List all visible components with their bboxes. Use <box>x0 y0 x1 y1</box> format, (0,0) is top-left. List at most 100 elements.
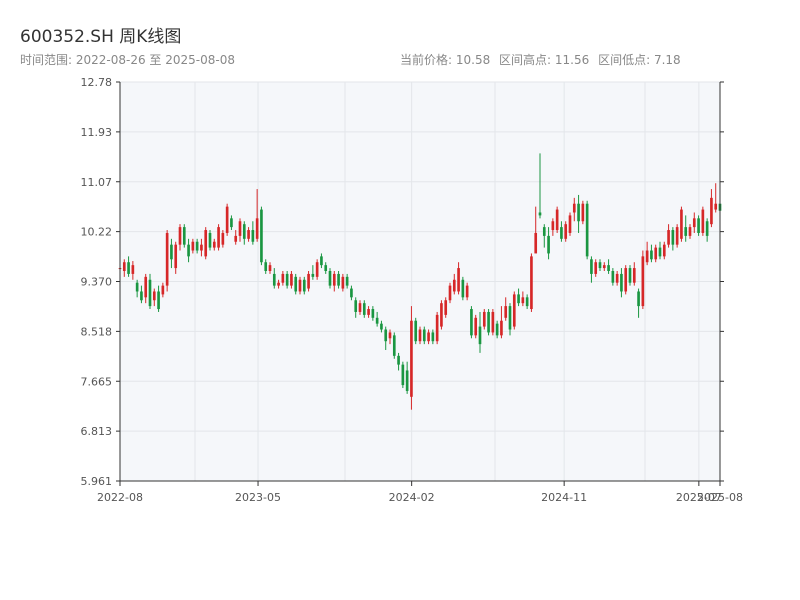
candle-body <box>135 282 139 292</box>
candle <box>680 206 683 242</box>
candle <box>191 238 195 254</box>
candle <box>375 311 379 327</box>
y-tick-label: 5.961 <box>81 475 113 488</box>
candle <box>422 326 426 345</box>
candle-body <box>607 265 610 271</box>
candle-body <box>371 309 375 318</box>
candle-body <box>195 241 199 251</box>
x-tick-label: 2022-08 <box>97 491 143 504</box>
candle-body <box>345 276 349 286</box>
candle <box>517 288 520 307</box>
candle <box>140 285 143 304</box>
candle-body <box>688 227 692 236</box>
candle <box>405 361 409 394</box>
candle <box>320 253 323 269</box>
candle-body <box>414 320 418 342</box>
candle <box>705 218 709 242</box>
range-low-label: 区间低点: 7.18 <box>598 53 681 67</box>
candle-body <box>182 227 186 245</box>
candle <box>602 262 606 271</box>
candle-body <box>500 320 503 336</box>
candle-body <box>448 285 452 301</box>
candle <box>255 189 259 242</box>
candle <box>290 270 293 289</box>
candle <box>572 197 576 222</box>
candle <box>547 227 550 260</box>
candle-body <box>512 294 516 327</box>
candle <box>281 270 285 286</box>
candle <box>491 309 495 336</box>
candle <box>444 297 448 318</box>
candle-body <box>187 244 190 257</box>
y-tick-label: 7.665 <box>81 375 113 388</box>
candle <box>358 300 362 315</box>
candle <box>435 311 439 345</box>
candle <box>170 238 173 269</box>
candle <box>251 221 255 245</box>
y-tick-label: 9.370 <box>81 276 113 289</box>
candle <box>234 230 238 245</box>
candle-body <box>238 221 242 236</box>
candle <box>302 276 306 295</box>
candle <box>350 285 353 301</box>
candle-body <box>251 230 255 242</box>
candle-body <box>127 262 130 274</box>
candle <box>697 215 700 236</box>
candle-body <box>384 329 388 342</box>
candle-body <box>667 230 670 245</box>
candle <box>710 189 713 228</box>
candle-body <box>478 326 482 345</box>
candle-body <box>560 227 563 239</box>
candle-body <box>298 279 302 292</box>
candle <box>371 306 375 321</box>
candle-body <box>534 232 538 254</box>
date-range-label: 时间范围: 2022-08-26 至 2025-08-08 <box>20 53 235 67</box>
candle <box>474 314 478 339</box>
candle-body <box>457 268 460 292</box>
x-tick-label: 2024-02 <box>389 491 435 504</box>
candle-body <box>268 265 272 271</box>
candle <box>230 215 233 231</box>
candle-body <box>328 270 332 286</box>
candle <box>195 238 199 254</box>
candle <box>144 273 148 304</box>
candle-body <box>482 311 486 327</box>
candle-body <box>470 309 473 336</box>
candle-body <box>680 209 683 239</box>
candle-body <box>491 311 495 333</box>
candle-body <box>444 300 448 315</box>
candle <box>174 241 178 274</box>
candle-body <box>397 355 400 365</box>
candle-body <box>285 273 289 286</box>
candle <box>530 253 533 312</box>
candle-body <box>161 285 165 295</box>
candle-body <box>542 227 546 236</box>
candle <box>542 224 546 248</box>
candle-body <box>230 218 233 228</box>
candle <box>701 206 705 236</box>
candle-body <box>358 303 362 312</box>
candle-body <box>315 262 319 277</box>
candle <box>187 238 190 263</box>
candle-body <box>247 230 250 239</box>
candle-body <box>410 320 413 397</box>
candle-body <box>380 323 383 330</box>
candle <box>692 212 696 233</box>
candle <box>431 329 435 345</box>
candle-body <box>611 270 615 283</box>
candle <box>285 270 289 289</box>
candle <box>624 265 628 295</box>
candle <box>585 200 589 260</box>
candle-body <box>212 241 216 248</box>
candle-body <box>337 273 340 286</box>
candle-body <box>435 314 439 342</box>
candle <box>260 206 263 266</box>
candle <box>684 215 688 242</box>
candle <box>135 279 139 298</box>
candle-body <box>354 300 358 312</box>
candle-body <box>234 235 238 242</box>
candle <box>401 361 405 389</box>
candle-body <box>585 203 589 257</box>
candle <box>384 326 388 350</box>
candle-body <box>632 268 636 283</box>
